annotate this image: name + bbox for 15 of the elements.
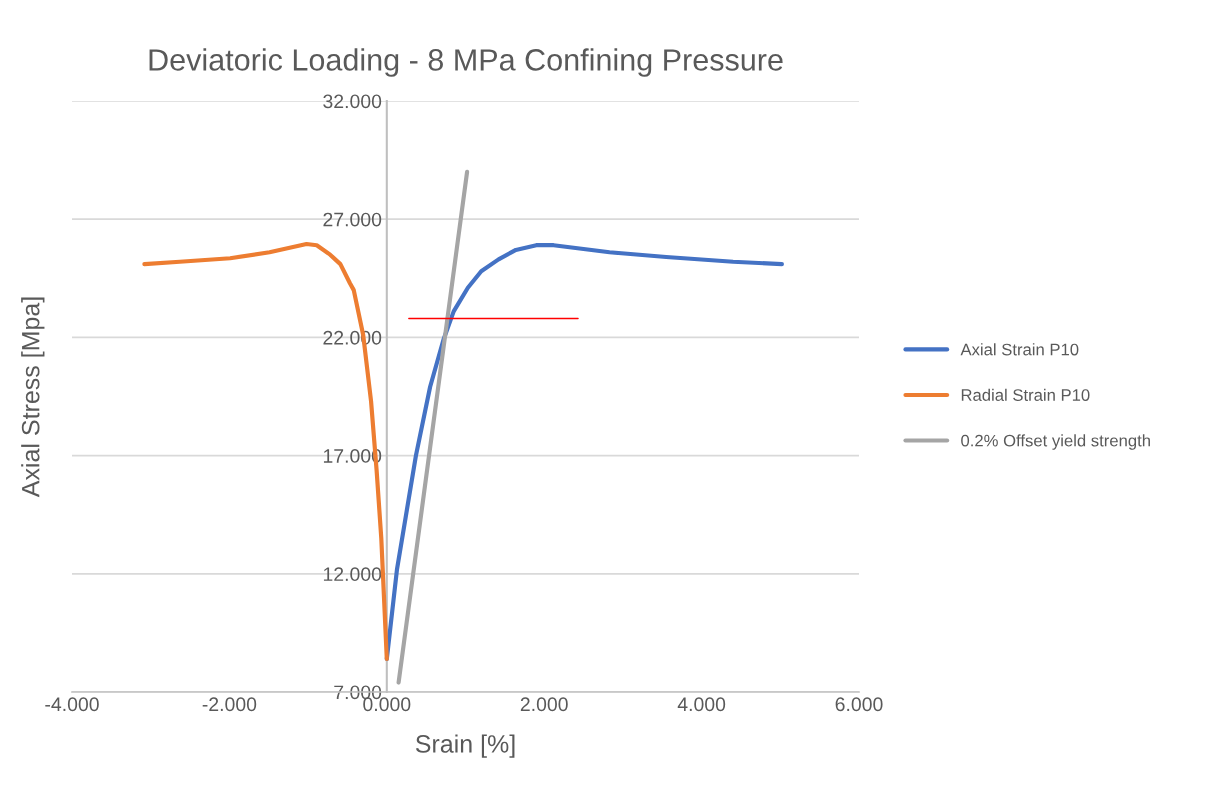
y-tick-label: 27.000 xyxy=(323,212,382,227)
legend-label: 0.2% Offset yield strength xyxy=(961,434,1150,450)
legend-label: Radial Strain P10 xyxy=(961,388,1090,401)
y-tick-label: 32.000 xyxy=(323,94,382,109)
x-tick-label: -2.000 xyxy=(202,697,257,712)
x-tick-label: 2.000 xyxy=(520,697,568,712)
line-series xyxy=(142,241,389,661)
y-tick-label: 12.000 xyxy=(323,567,382,582)
y-axis-title: Axial Stress [Mpa] xyxy=(21,297,45,498)
x-axis-title: Srain [%] xyxy=(415,734,515,758)
x-tick-label: 4.000 xyxy=(677,697,726,712)
chart-title: Deviatoric Loading - 8 MPa Confining Pressure xyxy=(149,48,783,77)
x-tick-label: 6.000 xyxy=(835,697,883,712)
legend-label: Axial Strain P10 xyxy=(960,343,1079,356)
x-tick-label: -4.000 xyxy=(45,697,99,712)
